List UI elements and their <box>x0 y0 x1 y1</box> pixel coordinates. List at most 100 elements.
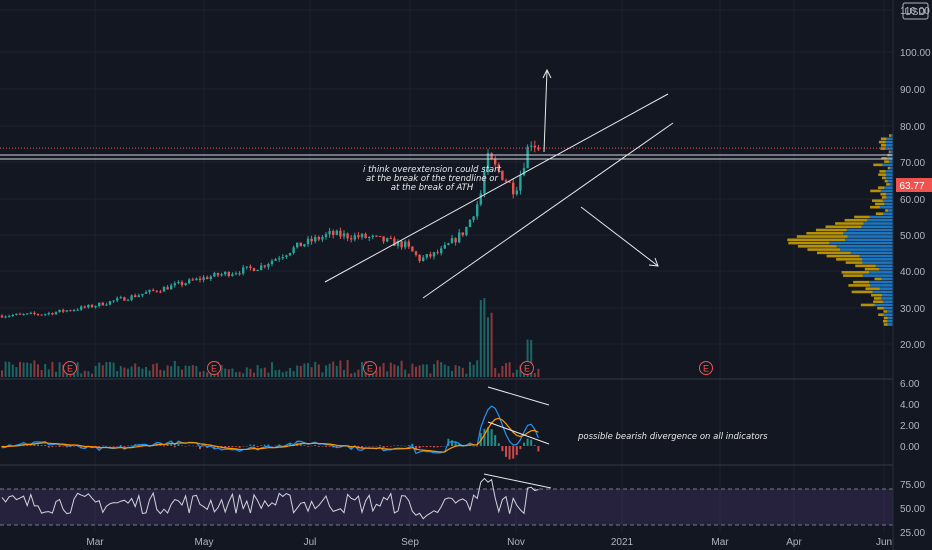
time-tick-label: Jul <box>304 537 317 548</box>
candle-body <box>166 287 169 290</box>
macd-histogram-bar <box>321 446 324 447</box>
volume-bar <box>497 373 500 377</box>
profile-bar-down <box>888 134 892 137</box>
channel-lower-trendline <box>422 122 674 299</box>
candle-body <box>436 252 439 254</box>
profile-bar-up <box>890 150 893 154</box>
macd-histogram-bar <box>512 446 515 459</box>
macd-histogram-bar <box>483 428 486 446</box>
currency-badge[interactable] <box>902 2 929 20</box>
candle-body <box>260 265 263 270</box>
candle-body <box>137 295 140 297</box>
macd-histogram-bar <box>425 446 428 448</box>
candle-body <box>58 309 61 313</box>
macd-histogram-bar <box>173 446 176 448</box>
candle-body <box>76 309 79 311</box>
macd-line <box>1 405 539 455</box>
macd-histogram-bar <box>325 446 327 447</box>
volume-bar <box>379 366 381 377</box>
macd-histogram-bar <box>188 445 191 446</box>
profile-bar-down <box>883 316 888 320</box>
profile-bar-up <box>845 238 893 242</box>
volume-bar <box>433 364 435 377</box>
macd-tick-label: 4.00 <box>900 400 920 411</box>
candlestick-series[interactable] <box>0 140 540 319</box>
volume-bar <box>260 368 263 377</box>
profile-bar-down <box>880 192 887 196</box>
macd-histogram-bar <box>94 446 97 447</box>
profile-bar-up <box>879 287 893 290</box>
candle-body <box>238 273 241 275</box>
volume-bar <box>51 361 54 377</box>
volume-bar <box>310 367 313 377</box>
volume-bar <box>267 372 270 377</box>
profile-bar-down <box>843 274 863 277</box>
candle-body <box>62 309 65 312</box>
volume-bar <box>58 362 61 377</box>
candle-body <box>29 312 32 314</box>
macd-histogram-divergence-line <box>487 421 550 445</box>
earnings-marker-label: E <box>67 364 73 374</box>
candle-body <box>386 238 389 242</box>
profile-bar-down <box>880 144 886 147</box>
candle-body <box>202 277 205 281</box>
volume-bar <box>112 362 115 377</box>
time-axis[interactable]: Mar May Jul Sep Nov 2021 Mar Apr Jun <box>86 537 892 548</box>
macd-histogram-bar <box>415 446 417 451</box>
macd-histogram-bar <box>407 445 410 446</box>
volume-bar <box>8 361 11 377</box>
ath-note-annotation[interactable]: i think overextension could start at the… <box>363 165 502 193</box>
rsi-pane[interactable] <box>0 473 893 526</box>
candle-body <box>126 299 130 301</box>
profile-bar-down <box>817 251 851 255</box>
candle-body <box>533 145 536 148</box>
macd-histogram-bar <box>238 446 241 448</box>
macd-histogram-bar <box>80 446 83 449</box>
volume-bar <box>375 370 378 377</box>
profile-bar-up <box>840 248 893 251</box>
time-tick-label: Mar <box>86 537 104 548</box>
candle-body <box>353 235 356 240</box>
price-axis[interactable]: USD 110.00 100.00 90.00 80.00 70.00 60.00 50.0… <box>892 0 932 550</box>
macd-histogram-bar <box>253 444 255 446</box>
macd-axis: 6.00 4.00 2.00 0.00 <box>900 379 920 453</box>
volume-bar <box>15 367 18 377</box>
candle-body <box>346 233 349 239</box>
profile-bar-down <box>870 189 881 193</box>
macd-histogram-bar <box>37 444 39 446</box>
profile-bar-down <box>787 238 846 242</box>
volume-bar <box>1 370 3 377</box>
volume-bar <box>119 366 122 377</box>
candle-body <box>339 230 342 237</box>
candle-body <box>170 285 173 290</box>
candle-body <box>285 255 288 257</box>
channel-upper-trendline <box>324 93 669 283</box>
macd-histogram-bar <box>317 446 320 447</box>
trend-drawings[interactable] <box>0 68 893 299</box>
macd-histogram-bar <box>361 446 363 449</box>
time-tick-label: Nov <box>507 537 525 548</box>
volume-bar <box>137 366 140 377</box>
macd-histogram-bar <box>422 446 425 447</box>
candle-body <box>393 238 396 246</box>
volume-bar <box>505 363 507 377</box>
divergence-note[interactable]: possible bearish divergence on all indic… <box>577 432 768 442</box>
volume-bar <box>76 362 79 377</box>
volume-bar <box>105 362 108 377</box>
volume-bar <box>173 360 176 377</box>
profile-bar-down <box>860 303 875 307</box>
candle-body <box>90 304 94 308</box>
macd-histogram-bar <box>40 445 43 446</box>
macd-histogram-bar <box>69 446 72 447</box>
profile-bar-down <box>865 287 880 290</box>
candle-body <box>407 241 410 247</box>
volume-bar <box>501 366 504 377</box>
macd-histogram-bar <box>235 446 237 447</box>
candle-body <box>314 237 317 242</box>
macd-pane[interactable] <box>1 386 550 460</box>
profile-bar-down <box>878 186 885 189</box>
volume-bar <box>87 371 90 377</box>
